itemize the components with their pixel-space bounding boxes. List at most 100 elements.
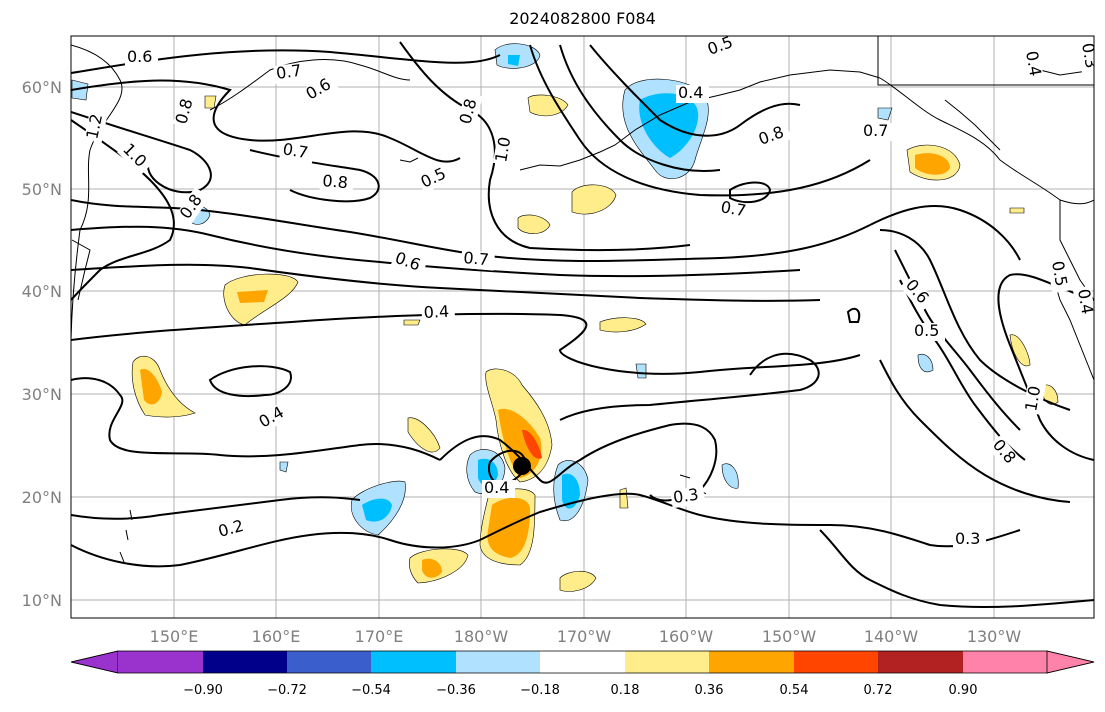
- svg-text:0.5: 0.5: [1048, 259, 1071, 287]
- lon-label: 180°W: [454, 627, 509, 646]
- shade-region: [140, 368, 162, 405]
- shade-region: [407, 417, 441, 453]
- colorbar-segment: [118, 651, 203, 673]
- colorbar-segment: [287, 651, 371, 673]
- svg-text:0.7: 0.7: [719, 197, 747, 220]
- contour-label: 0.4: [482, 478, 515, 498]
- contour-label: 0.7: [273, 61, 309, 85]
- contour-label: 0.3: [1076, 39, 1101, 76]
- map-panel: 0.6 0.7 0.6 0.8 1.2 1.0 0.8 0.7 0.5 1.0 …: [70, 35, 1101, 619]
- lat-label: 40°N: [22, 282, 62, 301]
- svg-text:0.3: 0.3: [1078, 41, 1101, 69]
- shade-region: [915, 153, 950, 175]
- svg-text:0.3: 0.3: [955, 529, 980, 548]
- contour-label: 0.3: [953, 529, 986, 549]
- colorbar-arrow-low: [70, 650, 119, 674]
- lon-label: 140°W: [864, 627, 919, 646]
- svg-text:0.7: 0.7: [281, 139, 309, 162]
- contour-label: 0.5: [703, 36, 741, 61]
- contour-label: 0.2: [214, 516, 252, 543]
- svg-text:0.4: 0.4: [423, 302, 449, 322]
- colorbar-segment: [540, 651, 625, 673]
- contour-lines: [71, 41, 1094, 609]
- svg-text:0.4: 0.4: [1022, 49, 1045, 77]
- lon-label: 160°W: [659, 627, 714, 646]
- colorbar-tick-label: −0.54: [351, 683, 391, 698]
- svg-text:1.0: 1.0: [491, 135, 514, 163]
- lat-label: 30°N: [22, 385, 62, 404]
- svg-text:0.7: 0.7: [863, 121, 888, 140]
- contour-label: 0.5: [1046, 257, 1071, 294]
- contour-label: 1.0: [491, 130, 517, 166]
- colorbar-tick-label: 0.36: [695, 683, 724, 698]
- colorbar-segment: [709, 651, 794, 673]
- colorbar-tick-label: 0.72: [864, 683, 893, 698]
- latitude-labels: 10°N 20°N 30°N 40°N 50°N 60°N: [22, 78, 62, 610]
- contour-label: 0.4: [1072, 285, 1097, 322]
- contour-label: 0.3: [670, 485, 706, 509]
- svg-text:0.8: 0.8: [322, 171, 349, 192]
- svg-text:0.6: 0.6: [127, 47, 152, 66]
- shade-region: [517, 214, 551, 234]
- lon-label: 160°E: [252, 627, 301, 646]
- shade-region: [635, 363, 647, 379]
- shade-region: [487, 497, 530, 558]
- svg-text:1.0: 1.0: [1021, 384, 1044, 412]
- colorbar-tick-label: −0.90: [183, 683, 223, 698]
- svg-text:0.4: 0.4: [484, 478, 509, 497]
- lat-label: 10°N: [22, 591, 62, 610]
- lon-label: 170°E: [355, 627, 404, 646]
- colorbar-segment: [456, 651, 540, 673]
- lat-label: 50°N: [22, 180, 62, 199]
- shade-region: [571, 184, 617, 215]
- contour-label: 0.7: [717, 197, 753, 223]
- colorbar-tick-label: 0.18: [611, 683, 640, 698]
- colorbar-segment: [878, 651, 963, 673]
- svg-text:0.4: 0.4: [678, 83, 703, 102]
- colorbar-segment: [203, 651, 287, 673]
- shade-region: [599, 317, 647, 333]
- shade-region: [1041, 384, 1059, 405]
- shade-region: [559, 570, 597, 592]
- shade-region: [877, 107, 893, 121]
- contour-label: 0.6: [125, 47, 158, 67]
- shade-region: [237, 290, 268, 303]
- svg-text:0.5: 0.5: [914, 321, 939, 340]
- contour-label: 0.7: [861, 121, 894, 141]
- shade-region: [1009, 334, 1031, 367]
- shade-region: [422, 558, 442, 578]
- svg-text:0.7: 0.7: [275, 61, 303, 83]
- storm-marker: [513, 457, 531, 475]
- shade-region: [917, 353, 934, 373]
- shade-region: [1009, 207, 1025, 214]
- contour-label: 1.2: [82, 106, 109, 143]
- colorbar-tick-label: −0.72: [267, 683, 307, 698]
- contour-label-group: 0.6 0.7 0.6 0.8 1.2 1.0 0.8 0.7 0.5 1.0 …: [82, 36, 1101, 549]
- svg-text:0.3: 0.3: [672, 485, 700, 507]
- colorbar-segment: [625, 651, 709, 673]
- contour-label: 0.7: [460, 248, 496, 271]
- figure-title: 2024082800 F084: [509, 9, 656, 28]
- svg-text:0.4: 0.4: [1074, 287, 1097, 315]
- shade-region: [279, 461, 289, 473]
- contour-label: 0.5: [912, 321, 945, 341]
- colorbar-tick-label: 0.90: [949, 683, 978, 698]
- shade-region: [527, 94, 569, 117]
- colorbar: [70, 650, 1095, 674]
- contour-label: 1.0: [1021, 379, 1047, 415]
- shade-region: [508, 55, 520, 66]
- contour-label: 0.4: [1020, 47, 1045, 84]
- colorbar-tick-label: 0.54: [780, 683, 809, 698]
- contour-label: 0.4: [676, 83, 709, 103]
- contour-label: 0.8: [319, 171, 355, 194]
- colorbar-tick-label: −0.36: [436, 683, 476, 698]
- shade-region: [362, 498, 392, 522]
- lon-label: 150°E: [150, 627, 199, 646]
- contour-label: 0.4: [421, 302, 456, 324]
- shade-region: [562, 473, 580, 509]
- contour-label: 0.7: [279, 139, 315, 165]
- colorbar-labels: −0.90 −0.72 −0.54 −0.36 −0.18 0.18 0.36 …: [183, 683, 977, 698]
- lat-label: 60°N: [22, 78, 62, 97]
- colorbar-segment: [963, 651, 1047, 673]
